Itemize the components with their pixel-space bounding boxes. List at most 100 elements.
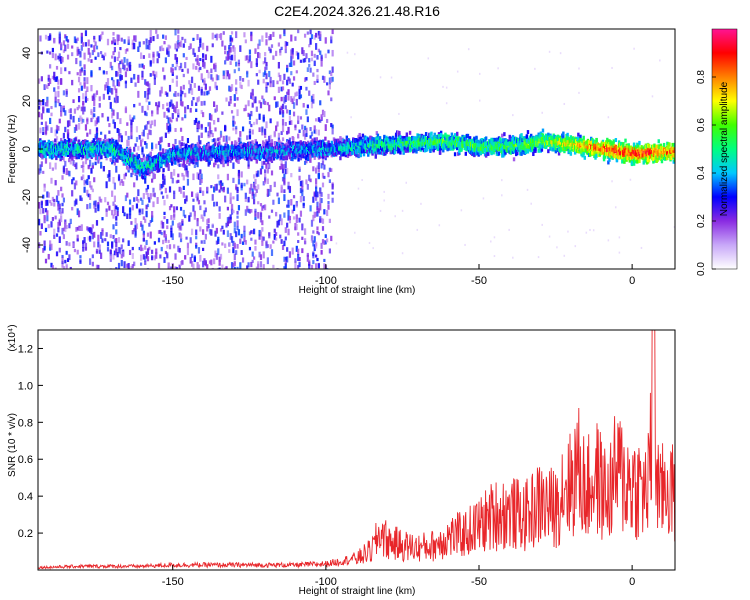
spectrogram-noise-cell <box>288 115 292 122</box>
spectrogram-noise-cell <box>112 224 115 230</box>
spectrogram-noise-cell <box>295 91 298 97</box>
spectrogram-noise-cell <box>116 79 119 87</box>
spectrogram-noise-cell <box>301 185 304 192</box>
spectrogram-noise-cell <box>149 219 152 224</box>
spectrogram-signal-cell <box>116 158 119 163</box>
spectrogram-noise-cell <box>320 57 323 61</box>
spectrogram-noise-cell <box>315 190 318 197</box>
spectrogram-signal-cell <box>270 142 273 147</box>
spectrogram-noise-cell <box>197 135 201 142</box>
spectrogram-noise-cell <box>224 60 227 65</box>
spectrogram-noise-cell <box>310 50 314 57</box>
spectrogram-noise-cell <box>230 84 234 91</box>
spectrogram-noise-cell <box>181 163 184 167</box>
spectrogram-noise-cell <box>101 217 104 221</box>
spectrogram-noise-cell <box>55 76 59 82</box>
spectrogram-noise-cell <box>326 118 329 123</box>
spectrogram-noise-cell <box>264 70 267 76</box>
spectrogram-noise-cell <box>290 56 293 62</box>
spectrogram-noise-cell <box>60 186 63 192</box>
spectrogram-noise-cell <box>71 45 74 49</box>
spectrogram-noise-cell <box>210 259 213 266</box>
spectrogram-noise-cell <box>145 204 148 210</box>
spectrogram-noise-cell <box>120 135 123 143</box>
spectrogram-noise-cell <box>58 118 61 124</box>
spectrogram-signal-cell <box>167 142 171 147</box>
spectrogram-noise-cell <box>146 193 150 200</box>
spectrogram-noise-cell <box>232 240 235 247</box>
spectrogram-noise-cell <box>130 221 133 225</box>
spectrogram-noise-cell <box>204 126 207 133</box>
spectrogram-noise-cell <box>200 178 203 184</box>
spectrogram-noise-cell <box>95 132 99 140</box>
spectrogram-noise-cell <box>327 172 330 178</box>
spectrogram-noise-cell <box>50 243 53 251</box>
spectrogram-noise-cell <box>214 62 217 69</box>
spectrogram-noise-cell <box>68 109 71 114</box>
spectrogram-noise-cell <box>77 225 81 231</box>
spectrogram-noise-cell <box>512 114 514 117</box>
spectrogram-noise-cell <box>201 247 205 252</box>
spectrogram-noise-cell <box>68 242 71 247</box>
spectrogram-signal-cell <box>232 145 235 150</box>
spectrogram-signal-cell <box>182 157 186 162</box>
spectrogram-noise-cell <box>211 194 214 201</box>
spectrogram-noise-cell <box>108 130 111 134</box>
spectrogram-noise-cell <box>108 205 111 211</box>
spectrogram-noise-cell <box>295 70 298 74</box>
spectrogram-noise-cell <box>57 85 60 90</box>
spectrogram-noise-cell <box>159 137 162 144</box>
spectrogram-noise-cell <box>130 265 133 269</box>
spectrogram-noise-cell <box>233 253 236 261</box>
spectrogram-noise-cell <box>138 246 141 251</box>
spectrogram-noise-cell <box>171 63 174 68</box>
spectrogram-noise-cell <box>181 172 184 177</box>
spectrogram-signal-cell <box>54 138 57 143</box>
spectrogram-noise-cell <box>327 90 330 96</box>
spectrogram-noise-cell <box>313 244 316 252</box>
spectrogram-noise-cell <box>287 228 290 236</box>
spectrogram-noise-cell <box>145 124 148 130</box>
spectrogram-noise-cell <box>65 168 68 176</box>
spectrogram-noise-cell <box>251 129 254 135</box>
spectrogram-noise-cell <box>42 131 45 136</box>
spectrogram-noise-cell <box>149 60 152 67</box>
spectrogram-noise-cell <box>321 226 325 231</box>
spectrogram-noise-cell <box>93 202 96 209</box>
spectrogram-noise-cell <box>331 29 334 35</box>
spectrogram-noise-cell <box>508 228 510 231</box>
spectrogram-noise-cell <box>236 186 239 191</box>
spectrogram-signal-cell <box>255 159 258 164</box>
spectrogram-noise-cell <box>265 81 268 89</box>
spectrogram-noise-cell <box>317 48 320 53</box>
spectrogram-noise-cell <box>190 88 194 95</box>
spectrogram-noise-cell <box>162 34 165 39</box>
spectrogram-noise-cell <box>204 83 207 90</box>
spectrogram-noise-cell <box>236 97 239 101</box>
spectrogram-noise-cell <box>228 85 231 92</box>
spectrogram-noise-cell <box>101 230 104 236</box>
spectrogram-noise-cell <box>64 227 67 232</box>
spectrogram-noise-cell <box>109 101 112 109</box>
spectrogram-noise-cell <box>313 53 316 58</box>
spectrogram-noise-cell <box>177 161 180 166</box>
spectrogram-noise-cell <box>265 240 268 246</box>
spectrogram-noise-cell <box>77 76 81 83</box>
spectrogram-noise-cell <box>122 62 125 69</box>
spectrogram-noise-cell <box>235 125 238 130</box>
spectrogram-noise-cell <box>58 56 61 62</box>
spectrogram-noise-cell <box>88 52 92 58</box>
spectrogram-noise-cell <box>315 211 318 217</box>
spectrogram-noise-cell <box>60 58 63 64</box>
spectrogram-signal-cell <box>322 154 325 159</box>
spectrogram-noise-cell <box>224 45 227 51</box>
spectrogram-noise-cell <box>166 47 169 55</box>
spectrogram-noise-cell <box>50 221 53 228</box>
spectrogram-noise-cell <box>308 58 311 63</box>
spectrogram-noise-cell <box>112 253 115 260</box>
spectrogram-noise-cell <box>141 63 144 68</box>
spectrogram-noise-cell <box>243 108 246 112</box>
spectrogram-noise-cell <box>306 67 309 72</box>
spectrogram-noise-cell <box>290 61 293 68</box>
spectrogram-noise-cell <box>137 90 140 98</box>
